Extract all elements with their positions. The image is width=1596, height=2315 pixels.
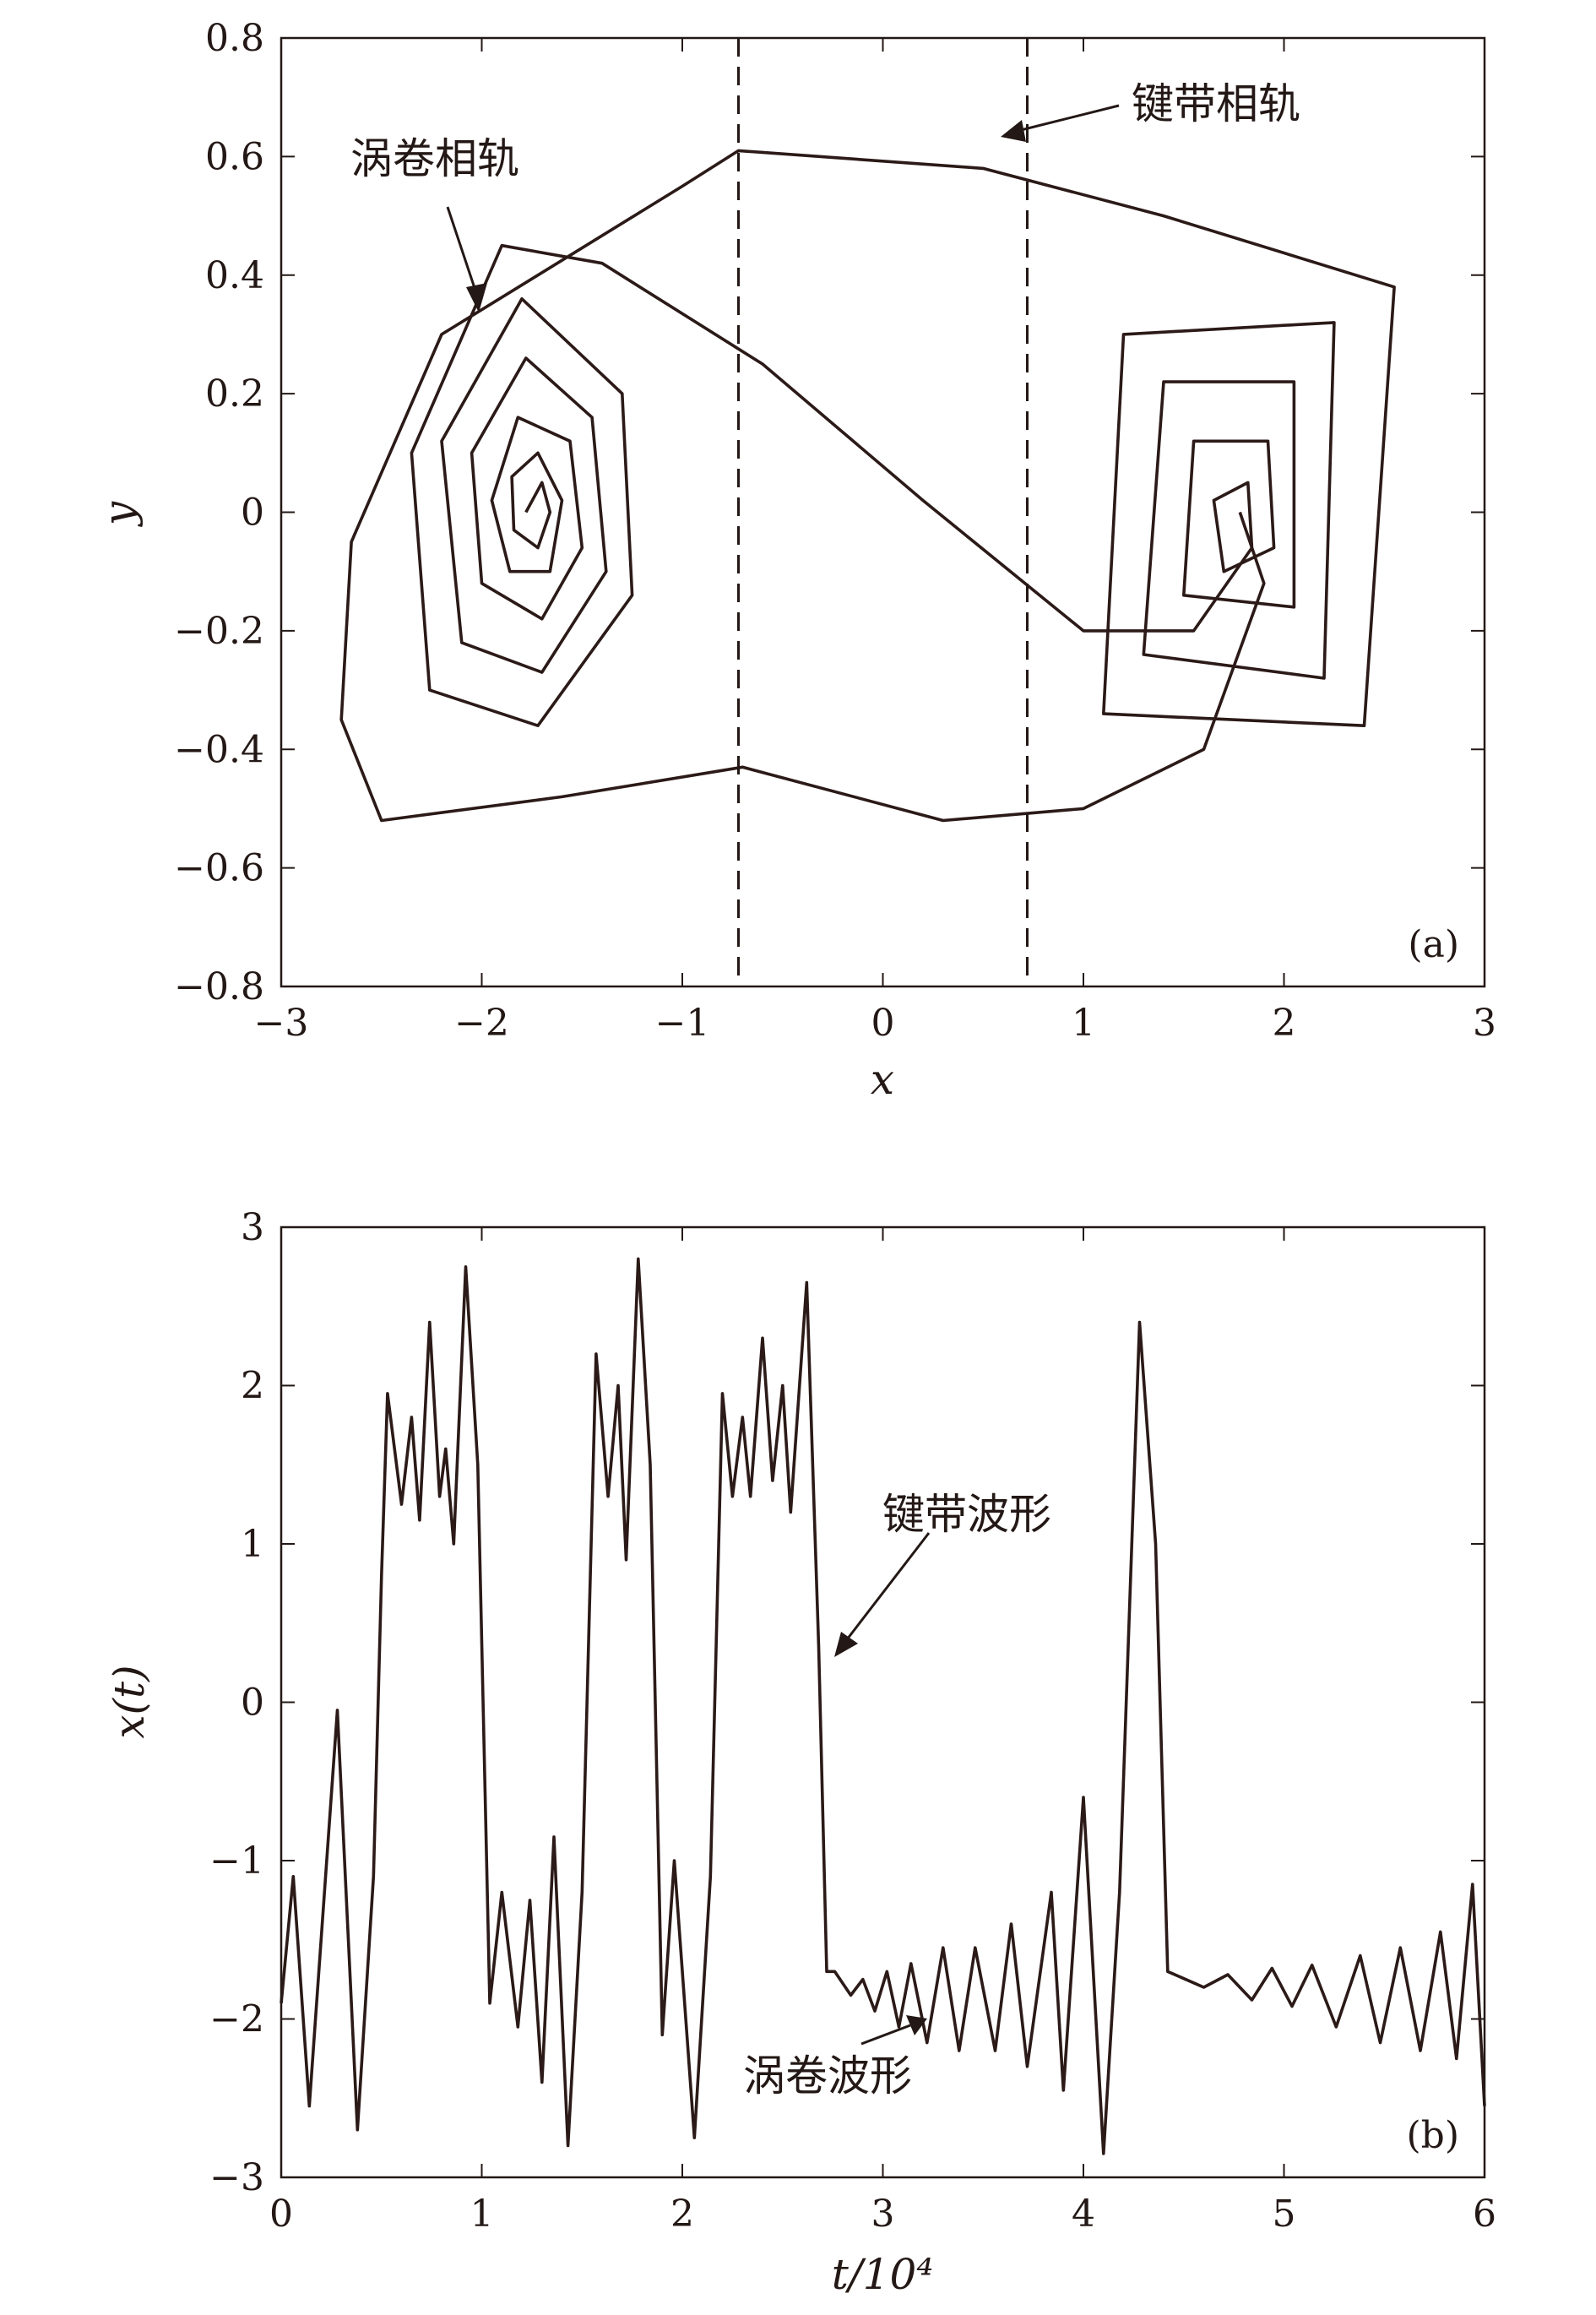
x-tick-label: 1 <box>470 2193 494 2236</box>
y-tick-label: −0.8 <box>174 965 264 1008</box>
annotation-scroll-trajectory: 涡卷相轨 <box>350 134 519 183</box>
panel-b-axes-frame <box>280 1225 1486 2179</box>
panel-a-tag: (a) <box>1408 923 1459 966</box>
arrow-scroll-waveform <box>860 2015 927 2046</box>
panel-b-time-series: 0 1 2 3 4 5 6 3 2 1 0 −1 −2 −3 t/10⁴ x(t) (b) 键带波形 涡卷… <box>105 1206 1496 2299</box>
y-tick-label: 0 <box>241 492 264 535</box>
panel-a-y-axis-label: y <box>95 501 144 527</box>
panel-a-trajectory <box>339 149 1396 823</box>
panel-b-waveform <box>280 1257 1486 2155</box>
panel-a-x-axis-label: x <box>871 1055 894 1104</box>
arrow-band-waveform <box>834 1532 931 1657</box>
y-tick-label: −0.2 <box>174 610 264 653</box>
panel-a-axes-frame <box>280 36 1486 988</box>
arrow-band-trajectory <box>1001 104 1120 142</box>
x-tick-label: 0 <box>871 1002 895 1045</box>
series-line <box>280 1257 1486 2155</box>
y-tick-label: 0 <box>241 1682 264 1725</box>
y-tick-label: −1 <box>209 1840 264 1883</box>
annotation-scroll-waveform: 涡卷波形 <box>743 2051 912 2100</box>
panel-b-x-axis-label: t/10⁴ <box>832 2250 934 2299</box>
y-tick-label: 2 <box>241 1365 264 1408</box>
x-tick-label: −3 <box>254 1002 309 1045</box>
x-tick-label: 6 <box>1473 2193 1496 2236</box>
y-tick-label: −2 <box>209 1998 264 2041</box>
y-tick-label: −3 <box>209 2156 264 2199</box>
x-tick-label: 5 <box>1273 2193 1296 2236</box>
y-tick-label: 0.4 <box>205 254 264 297</box>
x-tick-label: 3 <box>871 2193 895 2236</box>
y-tick-label: 0.8 <box>205 17 264 60</box>
x-tick-label: 0 <box>269 2193 293 2236</box>
x-tick-label: 3 <box>1473 1002 1496 1045</box>
x-tick-label: −1 <box>655 1002 710 1045</box>
panel-b-y-axis-label: x(t) <box>105 1665 154 1738</box>
y-tick-label: 0.2 <box>205 372 264 416</box>
panel-a-ticks: −3 −2 −1 0 1 2 3 0.8 0.6 0.4 0.2 0 −0.2 −0.4 −0.6 −0.8 <box>174 17 1496 1045</box>
annotation-band-trajectory: 键带相轨 <box>1132 79 1300 128</box>
x-tick-label: 2 <box>670 2193 694 2236</box>
annotation-band-waveform: 键带波形 <box>882 1490 1051 1539</box>
y-tick-label: −0.4 <box>174 728 264 771</box>
panel-a-dashed-lines <box>737 38 1029 986</box>
series-line <box>339 149 1396 823</box>
x-tick-label: −2 <box>454 1002 509 1045</box>
y-tick-label: 3 <box>241 1206 264 1249</box>
y-tick-label: 0.6 <box>205 135 264 178</box>
y-tick-label: 1 <box>241 1523 264 1566</box>
x-tick-label: 4 <box>1072 2193 1095 2236</box>
arrow-scroll-trajectory <box>446 206 487 312</box>
x-tick-label: 2 <box>1273 1002 1296 1045</box>
y-tick-label: −0.6 <box>174 847 264 890</box>
x-tick-label: 1 <box>1072 1002 1095 1045</box>
panel-a-phase-portrait: −3 −2 −1 0 1 2 30.80.60.40.20−0.2−0.4−0.6−0.8 … <box>95 17 1496 1104</box>
panel-b-tag: (b) <box>1407 2114 1460 2157</box>
